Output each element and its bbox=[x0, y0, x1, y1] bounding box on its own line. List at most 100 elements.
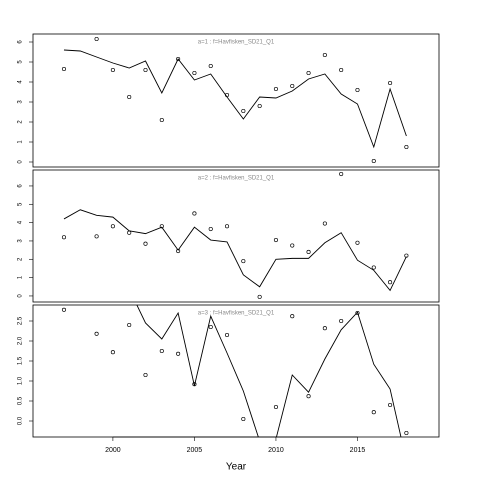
plot-area bbox=[61, 305, 409, 437]
data-point bbox=[273, 86, 278, 92]
data-point bbox=[257, 103, 262, 109]
y-tick-label: 2.5 bbox=[18, 316, 24, 325]
data-point bbox=[371, 265, 376, 270]
data-point bbox=[176, 351, 181, 356]
y-tick-label: 5 bbox=[18, 60, 24, 64]
x-tick-label: 2010 bbox=[268, 447, 284, 454]
y-tick-label: 1.5 bbox=[18, 356, 24, 365]
data-point bbox=[143, 241, 148, 246]
x-tick-label: 2015 bbox=[350, 447, 366, 454]
series-line bbox=[63, 49, 407, 149]
plot-area bbox=[61, 36, 409, 164]
x-tick-label: 2005 bbox=[187, 447, 203, 454]
data-point bbox=[306, 249, 311, 255]
data-point bbox=[143, 67, 148, 73]
data-point bbox=[208, 324, 213, 330]
panel-title: a=2 : f=Havfisken_SD21_Q1 bbox=[198, 176, 275, 182]
data-point bbox=[176, 56, 181, 62]
data-point bbox=[127, 230, 132, 235]
data-point bbox=[224, 224, 230, 229]
x-axis-label: Year bbox=[226, 462, 247, 473]
data-point bbox=[404, 253, 409, 258]
y-tick-label: 0.5 bbox=[18, 396, 24, 405]
data-point bbox=[273, 237, 278, 243]
data-point bbox=[322, 52, 327, 58]
data-point bbox=[306, 70, 311, 76]
data-point bbox=[388, 280, 393, 285]
data-point bbox=[371, 158, 376, 164]
data-point bbox=[127, 322, 132, 328]
data-point bbox=[388, 80, 393, 86]
panel-title: a=1 : f=Havfisken_SD21_Q1 bbox=[198, 40, 275, 46]
data-point bbox=[159, 348, 164, 354]
panel-frame bbox=[32, 169, 440, 303]
data-point bbox=[388, 402, 393, 408]
data-point bbox=[94, 234, 99, 239]
series-line bbox=[63, 209, 407, 292]
data-point bbox=[339, 171, 344, 177]
data-point bbox=[339, 67, 344, 73]
plot-area bbox=[61, 171, 409, 299]
y-tick-label: 2.0 bbox=[18, 336, 24, 345]
data-point bbox=[290, 83, 295, 89]
data-point bbox=[110, 350, 115, 355]
data-point bbox=[224, 332, 230, 338]
data-point bbox=[355, 87, 360, 93]
x-tick-label: 2000 bbox=[105, 447, 121, 454]
data-point bbox=[94, 331, 99, 336]
y-tick-label: 0 bbox=[18, 160, 24, 164]
data-point bbox=[61, 66, 67, 72]
y-tick-label: 2 bbox=[18, 257, 24, 261]
y-tick-label: 5 bbox=[18, 202, 24, 206]
data-point bbox=[355, 240, 360, 245]
data-point bbox=[176, 248, 181, 254]
data-point bbox=[192, 211, 197, 216]
series-line bbox=[136, 305, 402, 437]
data-point bbox=[241, 108, 246, 114]
data-point bbox=[241, 259, 246, 264]
y-tick-label: 2 bbox=[18, 120, 24, 124]
data-point bbox=[355, 310, 360, 316]
data-point bbox=[159, 117, 164, 123]
data-point bbox=[208, 63, 213, 69]
data-point bbox=[192, 70, 197, 76]
data-point bbox=[143, 372, 148, 378]
data-point bbox=[339, 318, 344, 324]
y-tick-label: 4 bbox=[18, 220, 24, 224]
data-point bbox=[61, 235, 67, 240]
y-tick-label: 4 bbox=[18, 80, 24, 84]
y-tick-label: 0.0 bbox=[18, 416, 24, 425]
data-point bbox=[322, 326, 327, 331]
y-tick-label: 3 bbox=[18, 100, 24, 104]
data-point bbox=[110, 224, 115, 229]
data-point bbox=[110, 67, 115, 73]
data-point bbox=[127, 94, 132, 100]
data-point bbox=[404, 144, 409, 150]
panel-title: a=3 : f=Havfisken_SD21_Q1 bbox=[198, 311, 275, 317]
data-point bbox=[192, 382, 197, 387]
y-tick-label: 0 bbox=[18, 294, 24, 298]
y-tick-label: 1 bbox=[18, 140, 24, 144]
data-point bbox=[94, 36, 99, 42]
data-point bbox=[371, 410, 376, 415]
data-point bbox=[257, 294, 262, 299]
data-point bbox=[159, 224, 164, 229]
data-point bbox=[290, 243, 295, 248]
y-tick-label: 6 bbox=[18, 40, 24, 44]
y-tick-label: 6 bbox=[18, 184, 24, 188]
y-tick-label: 3 bbox=[18, 239, 24, 243]
data-point bbox=[404, 430, 409, 436]
y-tick-label: 1 bbox=[18, 275, 24, 279]
panel-frame bbox=[32, 33, 440, 168]
data-point bbox=[306, 394, 311, 399]
data-point bbox=[290, 314, 295, 319]
data-point bbox=[273, 404, 278, 410]
data-point bbox=[61, 307, 67, 312]
data-point bbox=[241, 416, 246, 422]
data-point bbox=[322, 221, 327, 226]
data-point bbox=[224, 92, 230, 98]
data-point bbox=[208, 226, 213, 232]
y-tick-label: 1.0 bbox=[18, 376, 24, 385]
